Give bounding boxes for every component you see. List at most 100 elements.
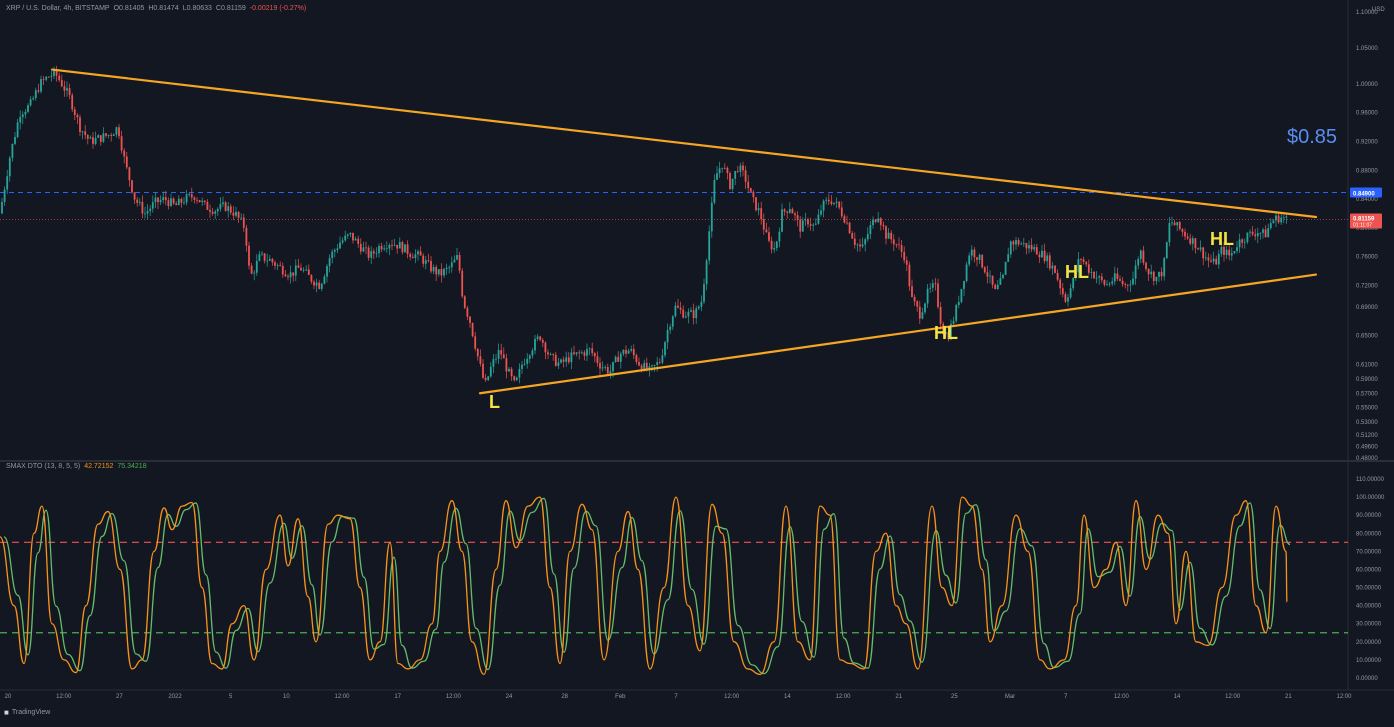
candle-body <box>788 208 791 213</box>
candle-body <box>1022 243 1025 244</box>
time-axis-tick-label: 21 <box>895 694 902 700</box>
candle-body <box>300 267 302 271</box>
time-axis-tick-label: 12:00 <box>835 694 851 700</box>
candle-body <box>315 282 318 286</box>
osc-axis-tick-label: 90.00000 <box>1356 513 1382 519</box>
time-axis-tick-label: 12:00 <box>56 694 72 700</box>
candle-body <box>510 368 513 377</box>
candle-body <box>185 194 188 203</box>
candle-body <box>144 213 146 215</box>
candle-body <box>684 316 687 318</box>
candle-body <box>341 240 344 243</box>
candle-body <box>757 208 760 211</box>
candle-body <box>791 208 794 214</box>
candle-body <box>1041 250 1043 258</box>
candle-body <box>463 296 466 308</box>
candle-body <box>190 194 193 198</box>
osc-axis-tick-label: 30.00000 <box>1356 622 1382 628</box>
candle-body <box>752 191 755 198</box>
candle-body <box>1228 249 1231 256</box>
candle-body <box>492 359 495 367</box>
osc-axis-tick-label: 40.00000 <box>1356 604 1382 610</box>
candle-body <box>84 131 87 136</box>
candle-body <box>731 178 734 189</box>
open-value: O0.81405 <box>113 5 145 12</box>
candle-body <box>1275 215 1277 221</box>
candle-body <box>201 200 204 203</box>
close-value: C0.81159 <box>215 5 246 12</box>
candle-body <box>562 359 565 362</box>
candle-body <box>708 231 711 261</box>
candle-body <box>258 254 261 261</box>
candle-body <box>976 257 978 260</box>
candle-body <box>383 248 386 250</box>
candle-body <box>1160 271 1163 277</box>
candle-body <box>827 199 830 202</box>
time-axis-tick-label: 7 <box>674 694 678 700</box>
price-axis-tick-label: 0.57000 <box>1356 391 1378 397</box>
candle-body <box>1204 257 1207 259</box>
symbol-header[interactable]: XRP / U.S. Dollar, 4h, BITSTAMP O0.81405… <box>6 5 306 12</box>
candle-body <box>539 336 542 340</box>
candle-body <box>690 310 692 312</box>
candle-body <box>461 270 464 297</box>
candle-body <box>625 349 627 354</box>
candle-body <box>99 135 102 142</box>
osc-axis-tick-label: 50.00000 <box>1356 586 1382 592</box>
candle-body <box>1236 247 1238 251</box>
candle-body <box>713 179 716 203</box>
candle-body <box>697 306 700 309</box>
candle-body <box>474 336 477 349</box>
candle-body <box>1184 231 1186 237</box>
candle-body <box>50 75 53 77</box>
candle-body <box>115 127 118 135</box>
candle-body <box>528 355 531 359</box>
indicator-name[interactable]: SMAX DTO (13, 8, 5, 5) <box>6 463 81 470</box>
candle-body <box>549 353 552 355</box>
candle-body <box>6 176 9 190</box>
candle-body <box>627 350 630 354</box>
candle-body <box>362 247 365 252</box>
candle-body <box>833 202 835 204</box>
osc-axis-tick-label: 70.00000 <box>1356 549 1382 555</box>
candle-body <box>593 353 596 357</box>
candle-body <box>1173 222 1176 226</box>
candle-body <box>931 283 934 288</box>
candle-body <box>1238 239 1241 248</box>
candle-body <box>781 209 783 232</box>
candle-body <box>544 342 547 353</box>
candle-body <box>281 265 284 275</box>
time-axis-tick-label: 5 <box>229 694 233 700</box>
price-axis-tick-label: 0.53000 <box>1356 420 1378 426</box>
candle-body <box>388 244 391 249</box>
candle-body <box>37 90 40 92</box>
tradingview-logo[interactable]: ■ TradingView <box>4 708 50 717</box>
time-axis-tick-label: 7 <box>1064 694 1068 700</box>
candle-body <box>970 249 973 256</box>
candle-body <box>1249 231 1251 233</box>
candle-body <box>414 254 417 259</box>
price-axis-tick-label: 0.65000 <box>1356 334 1378 340</box>
candle-body <box>1015 240 1017 245</box>
symbol-title[interactable]: XRP / U.S. Dollar, 4h, BITSTAMP <box>6 5 110 12</box>
candle-body <box>328 258 331 267</box>
candle-body <box>937 283 939 307</box>
candle-body <box>1191 238 1194 244</box>
trendline-resistance <box>50 68 1318 219</box>
candle-body <box>835 201 838 203</box>
candle-body <box>305 269 308 271</box>
indicator-header[interactable]: SMAX DTO (13, 8, 5, 5) 42.72152 75.34218 <box>6 463 147 470</box>
candle-body <box>42 79 45 80</box>
candle-body <box>703 284 705 302</box>
candle-body <box>944 331 947 334</box>
candle-body <box>586 349 588 356</box>
candle-body <box>294 265 297 276</box>
candle-body <box>331 251 334 259</box>
candle-body <box>1069 288 1072 298</box>
candle-body <box>352 232 354 241</box>
time-axis-tick-label: 12:00 <box>1225 694 1241 700</box>
candle-body <box>609 371 612 374</box>
candle-body <box>107 134 110 136</box>
candle-body <box>1038 254 1041 258</box>
